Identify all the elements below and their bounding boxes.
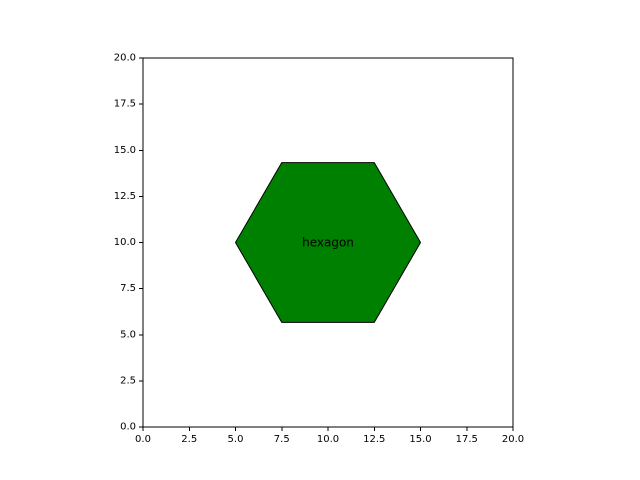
y-tick-label: 5.0 xyxy=(120,329,136,340)
x-axis: 0.0 2.5 5.0 7.5 10.0 12.5 15.0 17.5 20.0 xyxy=(135,427,524,445)
x-tick-label: 17.5 xyxy=(456,434,478,445)
y-tick-label: 15.0 xyxy=(114,145,136,156)
x-tick-label: 15.0 xyxy=(409,434,431,445)
x-tick-label: 20.0 xyxy=(502,434,524,445)
y-tick-label: 0.0 xyxy=(120,422,136,433)
hexagon-shape xyxy=(234,162,422,323)
y-tick-label: 20.0 xyxy=(114,53,136,64)
y-tick-label: 12.5 xyxy=(114,191,136,202)
y-axis: 0.0 2.5 5.0 7.5 10.0 12.5 15.0 17.5 20.0 xyxy=(114,53,143,433)
y-tick-label: 2.5 xyxy=(120,375,136,386)
x-tick-label: 0.0 xyxy=(135,434,151,445)
y-tick-label: 17.5 xyxy=(114,99,136,110)
x-tick-label: 5.0 xyxy=(228,434,244,445)
annotations-layer: hexagon xyxy=(302,236,354,250)
annotation-label: hexagon xyxy=(302,236,354,250)
x-tick-label: 7.5 xyxy=(274,434,290,445)
x-tick-label: 10.0 xyxy=(317,434,339,445)
y-tick-label: 7.5 xyxy=(120,283,136,294)
x-tick-label: 12.5 xyxy=(363,434,385,445)
x-tick-label: 2.5 xyxy=(181,434,197,445)
y-tick-label: 10.0 xyxy=(114,237,136,248)
shapes-layer xyxy=(234,162,422,323)
